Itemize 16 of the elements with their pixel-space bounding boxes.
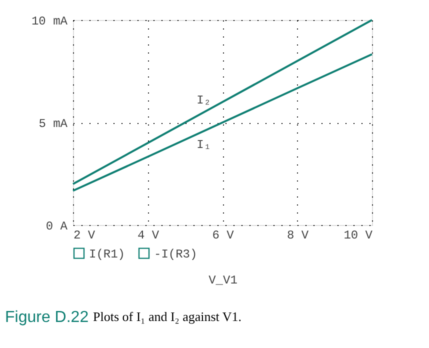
x-tick-label: 4 V — [137, 228, 160, 242]
y-tick-label: 0 A — [46, 220, 68, 234]
y-tick-label: 10 mA — [31, 14, 68, 28]
x-tick-label: 10 V — [344, 228, 374, 242]
text: Figure D.22 — [5, 309, 89, 326]
y-tick-label: 5 mA — [38, 117, 68, 131]
legend-label: I(R1) — [89, 247, 126, 262]
x-tick-label: 8 V — [286, 228, 310, 242]
annotation: I₁ — [196, 138, 212, 152]
x-tick-label: 2 V — [74, 228, 96, 242]
annotation: I₂ — [196, 93, 212, 108]
line-series — [72, 53, 373, 192]
x-axis-title: V_V1 — [208, 274, 238, 288]
legend-label: -I(R3) — [154, 247, 198, 262]
x-tick-label: 6 V — [212, 228, 235, 242]
text: Plots of I₁ and I₂ against V1. — [93, 309, 242, 324]
